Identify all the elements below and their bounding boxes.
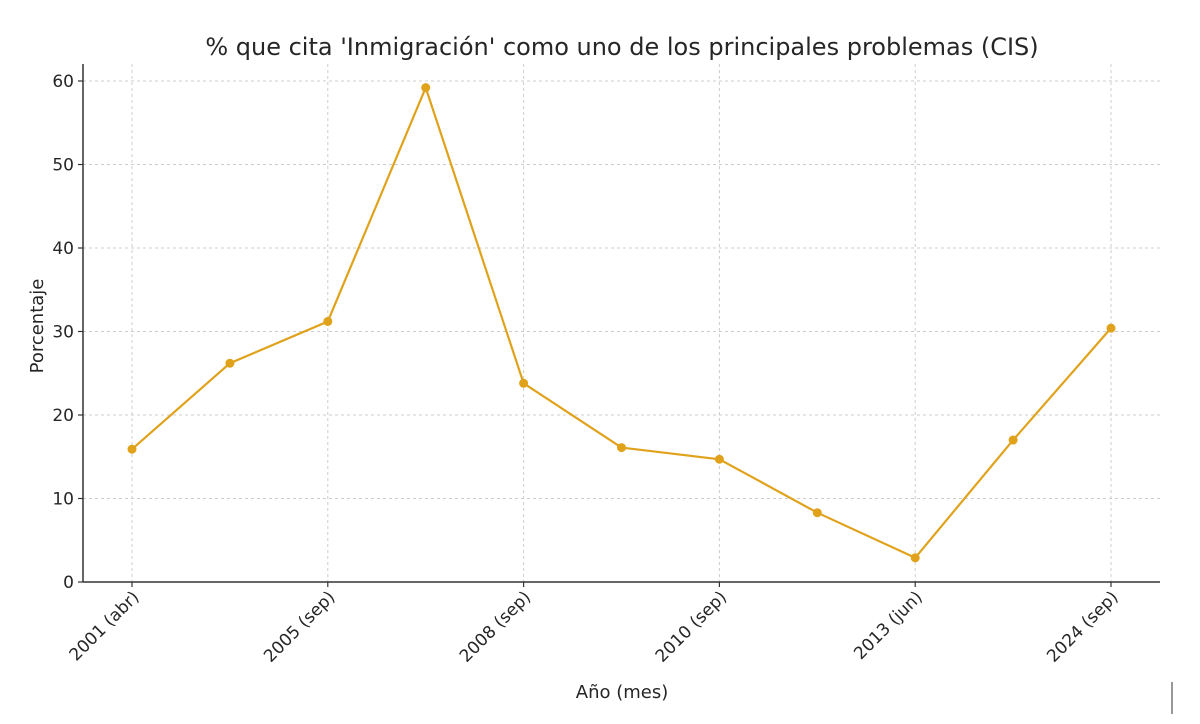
y-tick-label: 30 bbox=[52, 323, 74, 343]
y-tick-label: 60 bbox=[52, 72, 74, 92]
data-point-marker bbox=[812, 508, 822, 518]
grid-lines bbox=[83, 64, 1160, 582]
axes bbox=[82, 64, 1160, 583]
data-point-marker bbox=[421, 83, 431, 93]
x-tick-label: 2001 (abr) bbox=[66, 587, 144, 665]
y-tick-label: 40 bbox=[52, 239, 74, 259]
x-tick-label: 2008 (sep) bbox=[456, 587, 535, 666]
x-tick-label: 2010 (sep) bbox=[652, 587, 731, 666]
data-point-marker bbox=[910, 553, 920, 563]
data-point-marker bbox=[714, 454, 724, 464]
y-axis-ticks: 0 10 20 30 40 50 60 bbox=[52, 72, 83, 593]
y-tick-label: 0 bbox=[63, 573, 74, 593]
data-point-marker bbox=[225, 358, 235, 368]
y-tick-label: 50 bbox=[52, 156, 74, 176]
y-tick-label: 10 bbox=[52, 490, 74, 510]
data-series bbox=[127, 83, 1116, 563]
series-line bbox=[131, 84, 1112, 560]
x-tick-label: 2005 (sep) bbox=[260, 587, 339, 666]
data-point-marker bbox=[323, 316, 333, 326]
data-point-marker bbox=[519, 378, 529, 388]
x-axis-ticks: 2001 (abr) 2005 (sep) 2008 (sep) 2010 (sep)… bbox=[66, 582, 1123, 667]
x-tick-label: 2013 (jun) bbox=[850, 587, 927, 664]
x-tick-label: 2024 (sep) bbox=[1043, 587, 1122, 666]
y-tick-label: 20 bbox=[52, 406, 74, 426]
y-axis-label: Porcentaje bbox=[27, 279, 48, 374]
data-point-marker bbox=[1106, 323, 1116, 333]
data-point-marker bbox=[127, 444, 137, 454]
x-axis-label: Año (mes) bbox=[576, 682, 669, 703]
data-point-marker bbox=[617, 443, 626, 453]
data-point-marker bbox=[1008, 435, 1018, 445]
chart-title: % que cita 'Inmigración' como uno de los… bbox=[205, 33, 1038, 61]
